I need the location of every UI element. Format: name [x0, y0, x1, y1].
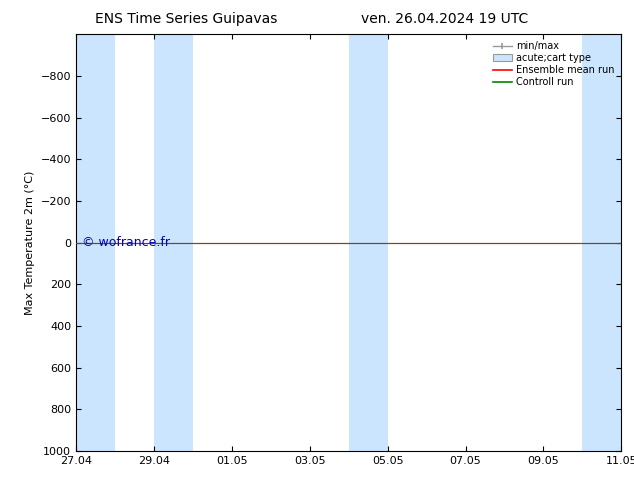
- Legend: min/max, acute;cart type, Ensemble mean run, Controll run: min/max, acute;cart type, Ensemble mean …: [489, 37, 618, 91]
- Bar: [76, 34, 115, 451]
- Bar: [154, 34, 193, 451]
- Text: © wofrance.fr: © wofrance.fr: [82, 236, 169, 249]
- Bar: [583, 34, 621, 451]
- Y-axis label: Max Temperature 2m (°C): Max Temperature 2m (°C): [25, 171, 35, 315]
- Text: ven. 26.04.2024 19 UTC: ven. 26.04.2024 19 UTC: [361, 12, 529, 26]
- Bar: [349, 34, 387, 451]
- Text: ENS Time Series Guipavas: ENS Time Series Guipavas: [95, 12, 278, 26]
